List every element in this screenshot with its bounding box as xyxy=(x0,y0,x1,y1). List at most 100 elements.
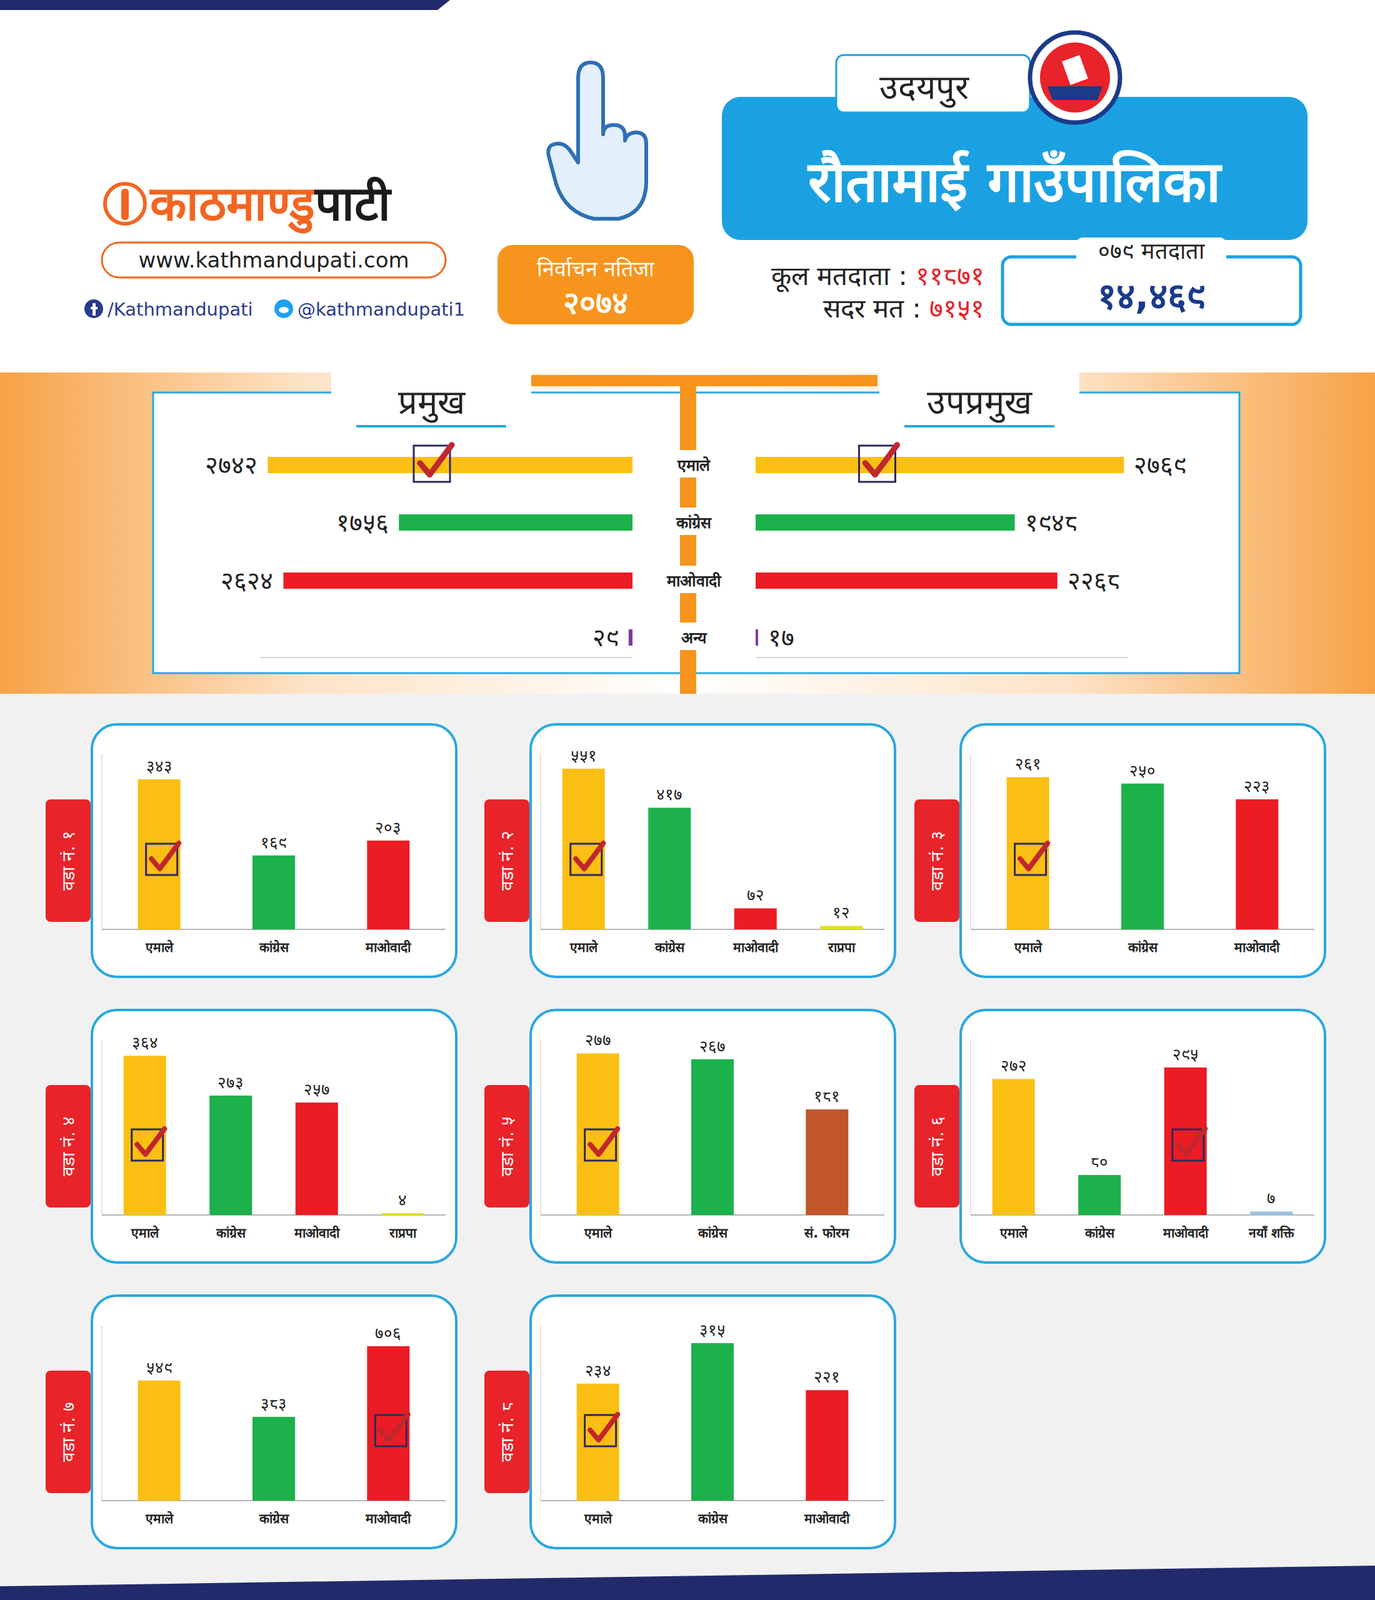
hand-icon xyxy=(548,62,647,219)
bar xyxy=(1006,776,1050,930)
valid-votes-label: सदर मत : xyxy=(823,293,922,324)
ward-title: वडा नं. ६ xyxy=(926,1116,948,1177)
series-tab-underline xyxy=(904,425,1055,428)
data-label: ७०६ xyxy=(375,1323,402,1343)
check-mark xyxy=(575,843,604,869)
labels: ३४३एमाले१६९कांग्रेस२०३माओवादी xyxy=(145,756,413,955)
data-label: २२१ xyxy=(813,1367,840,1387)
bar xyxy=(755,456,1124,474)
labels: ५५१एमाले४१७कांग्रेस७२माओवादी१२राप्रपा xyxy=(569,746,857,955)
check-mark xyxy=(590,1128,618,1155)
check-mark xyxy=(420,445,452,475)
ward-chart: वडा नं. ८२३४एमाले३१५कांग्रेस२२१माओवादी xyxy=(484,1295,895,1549)
category-label: कांग्रेस xyxy=(654,939,685,955)
data-label: ४१७ xyxy=(656,785,683,804)
logo-part: काठमाण्डु xyxy=(148,175,317,234)
category-box xyxy=(657,565,730,594)
category-label: एमाले xyxy=(999,1225,1029,1241)
ward-title: वडा नं. १ xyxy=(58,830,79,891)
ballot-icon xyxy=(1030,32,1120,123)
facebook-icon-glyph xyxy=(90,306,98,310)
axis-line xyxy=(101,1325,103,1501)
logo-icon-bar xyxy=(121,188,129,220)
twitter-icon-glyph xyxy=(278,306,289,314)
page: काठमाण्डुपाटीwww.kathmandupati.com/Kathm… xyxy=(0,0,1375,1600)
category-label: एमाले xyxy=(1013,939,1043,955)
logo-part: पाटी xyxy=(313,175,392,232)
bar xyxy=(1121,783,1164,930)
data-label: २०३ xyxy=(375,818,402,837)
category-box xyxy=(657,450,730,478)
check-mark xyxy=(1177,1128,1205,1155)
category-label: कांग्रेस xyxy=(215,1225,247,1241)
category-label: कांग्रेस xyxy=(697,1225,729,1241)
bar-labels: २७६९१९४८२२६८१७ xyxy=(768,445,1187,652)
total-voters-label: कूल मतदाता : xyxy=(771,260,908,293)
bar xyxy=(381,1213,424,1215)
bar xyxy=(755,572,1058,589)
winner-check xyxy=(146,843,179,875)
bars xyxy=(755,456,1124,646)
category-box xyxy=(657,622,730,650)
check-mark xyxy=(136,1128,165,1155)
bar xyxy=(283,572,633,589)
category-label: माओवादी xyxy=(365,939,412,955)
ward-panel xyxy=(91,724,457,977)
series-tab xyxy=(331,372,532,427)
category-box xyxy=(657,507,730,535)
ballot-paper xyxy=(1061,55,1089,85)
data-label: ३६४ xyxy=(131,1033,159,1052)
facebook-icon xyxy=(84,299,104,319)
category-label: एमाले xyxy=(145,939,174,955)
total-voters-value: ११८७१ xyxy=(915,260,985,292)
category-label: एमाले xyxy=(676,456,711,475)
winner-check xyxy=(1015,843,1049,875)
axis-line xyxy=(755,656,1129,659)
series-tab xyxy=(879,372,1080,427)
bar xyxy=(295,1102,339,1215)
ward-panel xyxy=(530,724,895,977)
panel-top-bar xyxy=(530,375,878,387)
data-label: ७ xyxy=(1266,1188,1276,1208)
data-label: १९४८ xyxy=(1025,508,1078,537)
data-label: १७५६ xyxy=(336,508,389,537)
ward-chart: वडा नं. ३२६१एमाले२५०कांग्रेस२२३माओवादी xyxy=(914,724,1325,977)
ward-panel xyxy=(91,1010,457,1263)
bar xyxy=(209,1095,252,1215)
bar xyxy=(138,1380,181,1501)
website-box xyxy=(101,242,446,278)
labels: २७२एमाले८०कांग्रेस२९५माओवादी७नयाँ शक्ति xyxy=(999,1045,1295,1241)
logo-icon xyxy=(105,183,145,224)
axis-line xyxy=(970,754,972,930)
district: उदयपुर xyxy=(879,67,970,109)
bars xyxy=(138,779,410,930)
valid-votes-value: ७१५१ xyxy=(929,293,985,324)
category-label: एमाले xyxy=(130,1225,160,1241)
ward-panel xyxy=(960,1010,1325,1263)
axis-line xyxy=(540,1040,542,1215)
check-mark xyxy=(380,1414,409,1440)
ward-chart: वडा नं. ६ २७२एमाले८०कांग्रेस२९५माओवादी७नय… xyxy=(914,1010,1325,1263)
data-label: २७६९ xyxy=(1133,450,1187,480)
labels: २७७एमाले२६७कांग्रेस१८१सं. फोरम xyxy=(583,1030,851,1241)
main-chart: प्रमुख२७४२१७५६२६२४२९उपप्रमुख२७६९१९४८२२६८… xyxy=(0,372,1375,694)
bar xyxy=(366,840,410,930)
bar-labels: २७४२१७५६२६२४२९ xyxy=(205,445,619,652)
data-label: २७४२ xyxy=(205,450,258,480)
background xyxy=(0,0,1375,1600)
data-label: १८१ xyxy=(813,1086,840,1106)
bar xyxy=(805,1390,849,1501)
ward-title: वडा नं. ३ xyxy=(926,830,948,891)
municipality: रौतामाई गाउँपालिका xyxy=(806,148,1222,215)
data-label: २९ xyxy=(592,623,619,652)
bar xyxy=(252,855,295,930)
axis-line xyxy=(970,1040,972,1215)
bar xyxy=(628,629,633,646)
ward-panel xyxy=(530,1010,895,1263)
bars xyxy=(1006,776,1279,930)
category-label: राप्रपा xyxy=(827,940,857,955)
bar xyxy=(755,629,759,646)
data-label: ३१५ xyxy=(699,1320,726,1340)
category-label: माओवादी xyxy=(666,571,722,590)
data-label: १७ xyxy=(768,623,795,652)
